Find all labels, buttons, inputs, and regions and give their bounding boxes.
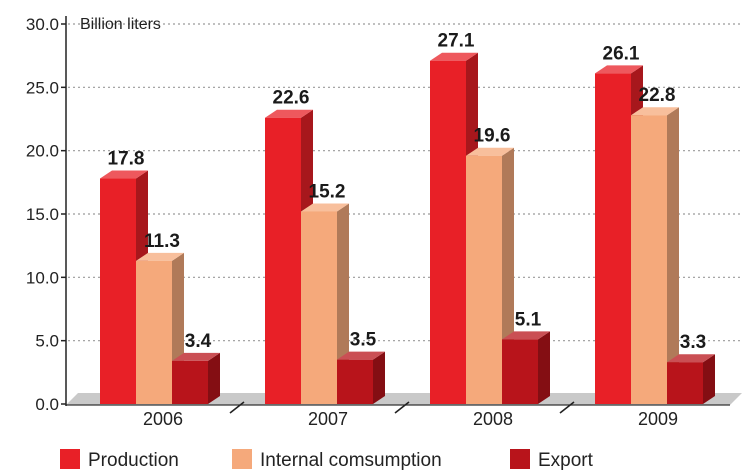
legend: Production Internal comsumption Export xyxy=(60,449,594,470)
legend-item: Production xyxy=(60,449,179,470)
bar-side xyxy=(373,351,385,404)
bar-top xyxy=(667,354,715,363)
y-tick-label: 15.0 xyxy=(26,205,59,224)
legend-swatch xyxy=(510,449,530,469)
bar-front xyxy=(502,339,538,404)
data-label: 15.2 xyxy=(309,181,346,202)
data-label: 27.1 xyxy=(438,31,475,52)
bar-top xyxy=(136,252,184,261)
bar-export-2008: 5.1 xyxy=(502,309,550,404)
bar-internal-comsumption-2009: 22.8 xyxy=(631,85,679,404)
bar-top xyxy=(100,170,148,179)
bar-export-2007: 3.5 xyxy=(337,330,385,404)
data-label: 3.4 xyxy=(185,331,212,352)
data-label: 22.8 xyxy=(639,85,676,106)
y-axis: 0.0 5.0 10.0 15.0 20.0 25.0 30.0 xyxy=(26,15,67,414)
y-tick-label: 10.0 xyxy=(26,268,59,287)
bar-side xyxy=(703,354,715,404)
bar-top xyxy=(337,351,385,360)
bar-front xyxy=(337,359,373,404)
bar-front xyxy=(466,155,502,404)
bar-top xyxy=(265,109,313,118)
bar-front xyxy=(100,178,136,404)
legend-label: Internal comsumption xyxy=(260,450,442,470)
category-separator xyxy=(559,401,575,414)
legend-label: Production xyxy=(88,450,179,470)
bar-top xyxy=(430,52,478,61)
y-tick-label: 0.0 xyxy=(35,395,59,414)
bar-top xyxy=(172,352,220,361)
bar-top xyxy=(466,147,514,156)
x-tick-label: 2009 xyxy=(638,409,678,429)
bar-side xyxy=(667,107,679,404)
data-label: 26.1 xyxy=(603,43,640,64)
bar-top xyxy=(301,203,349,212)
bar-front xyxy=(265,117,301,404)
bar-side xyxy=(208,352,220,404)
bar-export-2009: 3.3 xyxy=(667,332,715,404)
bar-top xyxy=(631,107,679,116)
bar-top xyxy=(595,65,643,74)
legend-item: Export xyxy=(510,449,594,470)
bar-top xyxy=(502,331,550,340)
bar-front xyxy=(631,115,667,404)
bar-side xyxy=(538,331,550,404)
category-separator xyxy=(229,401,245,414)
category-separator xyxy=(394,401,410,414)
data-label: 11.3 xyxy=(144,231,180,252)
legend-swatch xyxy=(60,449,80,469)
bar-export-2006: 3.4 xyxy=(172,331,220,404)
data-label: 3.5 xyxy=(350,330,377,351)
bar-front xyxy=(172,360,208,404)
data-label: 22.6 xyxy=(273,88,310,109)
bar-front xyxy=(667,362,703,404)
data-label: 3.3 xyxy=(680,332,706,353)
legend-label: Export xyxy=(538,450,594,470)
category-labels: 2006 2007 2008 2009 xyxy=(143,401,678,429)
data-label: 17.8 xyxy=(108,149,145,170)
x-tick-label: 2006 xyxy=(143,409,183,429)
x-tick-label: 2008 xyxy=(473,409,513,429)
bar-front xyxy=(136,260,172,404)
bar-internal-comsumption-2006: 11.3 xyxy=(136,231,184,404)
legend-swatch xyxy=(232,449,252,469)
y-tick-label: 5.0 xyxy=(35,332,59,351)
x-tick-label: 2007 xyxy=(308,409,348,429)
data-label: 19.6 xyxy=(474,126,511,147)
bar-front xyxy=(595,73,631,405)
y-tick-label: 30.0 xyxy=(26,15,59,34)
bars: 17.8 11.3 3.4 22.6 15.2 3.5 27.1 19.6 5.1 26.1 22.… xyxy=(100,31,715,405)
y-tick-label: 20.0 xyxy=(26,142,59,161)
data-label: 5.1 xyxy=(515,309,542,330)
unit-label: Billion liters xyxy=(80,16,161,33)
bar-front xyxy=(301,211,337,404)
bar-front xyxy=(430,60,466,404)
legend-item: Internal comsumption xyxy=(232,449,442,470)
y-tick-label: 25.0 xyxy=(26,78,59,97)
